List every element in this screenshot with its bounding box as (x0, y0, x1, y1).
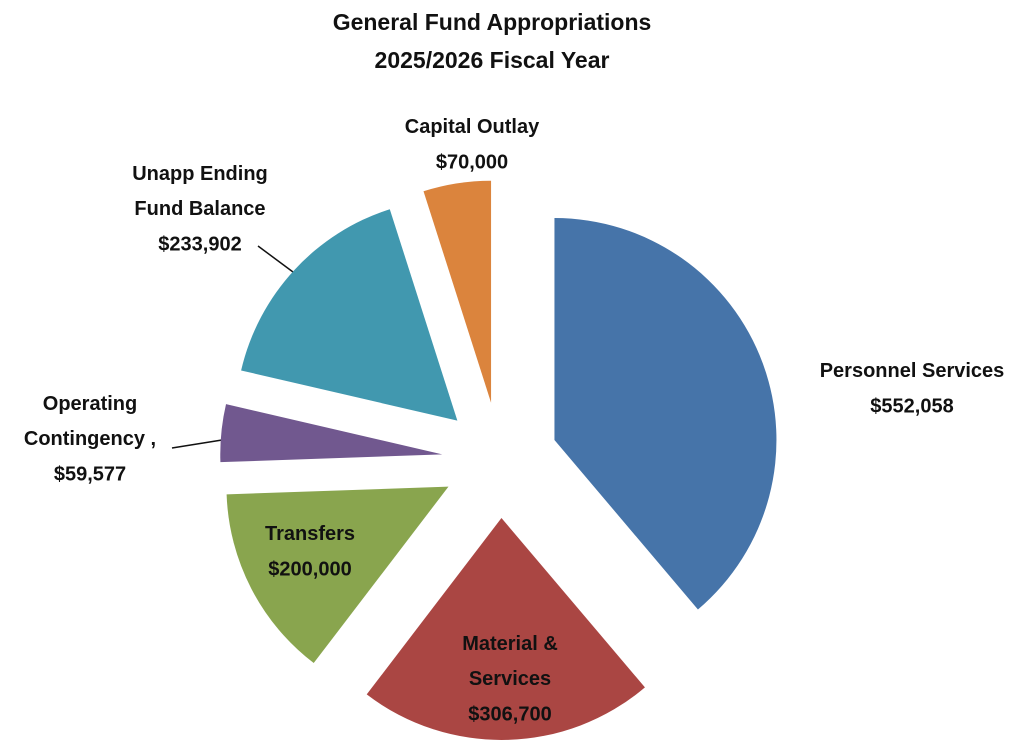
slice-label: Material & Services (462, 633, 558, 690)
chart-title: General Fund Appropriations (333, 9, 652, 35)
leader-line (257, 245, 294, 273)
pie-slice (554, 218, 777, 610)
slice-label: Unapp Ending Fund Balance (132, 163, 268, 220)
pie-slice (241, 209, 458, 421)
value-label: $59,577 (54, 463, 126, 485)
pie-slice (423, 180, 492, 403)
slice-label: Personnel Services (820, 360, 1005, 382)
slice-label: Operating Contingency , (24, 393, 156, 450)
leader-line (171, 439, 223, 449)
value-label: $552,058 (870, 395, 953, 417)
pie-slice (226, 486, 449, 664)
slice-label: Capital Outlay (405, 116, 540, 138)
value-label: $70,000 (436, 151, 508, 173)
chart-subtitle: 2025/2026 Fiscal Year (375, 47, 610, 73)
value-label: $233,902 (158, 233, 241, 255)
value-label: $306,700 (468, 703, 551, 725)
value-label: $200,000 (268, 558, 351, 580)
slice-label: Transfers (265, 523, 355, 545)
pie-slice (366, 517, 645, 740)
pie-slice (220, 404, 443, 463)
